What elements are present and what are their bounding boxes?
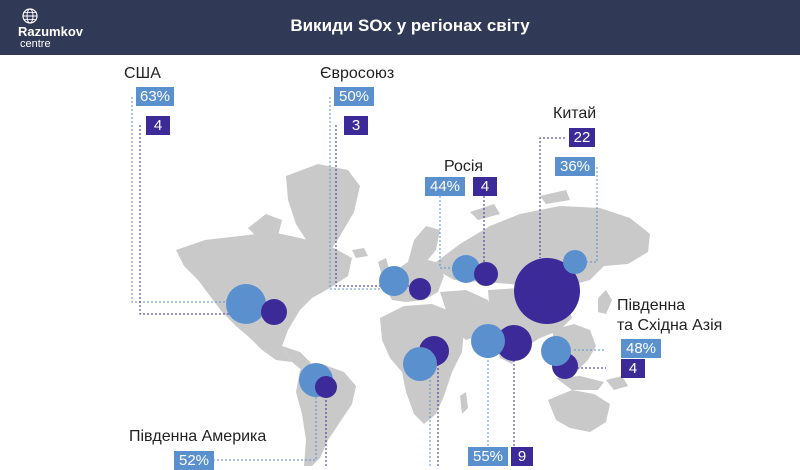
- china-value-badge: 22: [569, 128, 595, 147]
- bubble-eu-percent: [379, 266, 409, 296]
- logo-subtitle: centre: [20, 38, 51, 50]
- page-title: Викиди SOx у регіонах світу: [290, 16, 530, 35]
- logo-name: Razumkov: [18, 24, 84, 39]
- usa-label: США: [124, 65, 161, 82]
- sea-label-line2: та Східна Азія: [617, 317, 723, 334]
- bubble-south-america-value: [315, 376, 337, 398]
- china-percent-badge: 36%: [555, 157, 595, 176]
- south-america-percent-badge: 52%: [174, 451, 214, 470]
- bubble-sea-percent: [541, 336, 571, 366]
- china-label: Китай: [553, 105, 597, 122]
- bubble-usa-value: [261, 299, 287, 325]
- usa-value-badge: 4: [146, 116, 170, 135]
- bubble-russia-percent: [452, 255, 480, 283]
- russia-label: Росія: [444, 158, 484, 175]
- eu-percent-badge: 50%: [334, 87, 374, 106]
- south-asia-percent-badge: 55%: [468, 447, 508, 466]
- header-bar: Razumkov centre Викиди SOx у регіонах св…: [0, 0, 800, 55]
- russia-percent-badge: 44%: [425, 177, 465, 196]
- bubble-south-asia-value: [496, 325, 532, 361]
- bubble-eu-value: [409, 278, 431, 300]
- eu-label: Євросоюз: [320, 65, 395, 82]
- bubble-china-percent: [563, 250, 587, 274]
- russia-value-badge: 4: [473, 177, 497, 196]
- bubble-russia-value: [474, 262, 498, 286]
- south-america-label: Південна Америка: [129, 428, 267, 445]
- globe-icon: [22, 8, 38, 24]
- bubbles: [226, 250, 587, 398]
- south-asia-value-badge: 9: [511, 447, 533, 466]
- bubble-usa-percent: [226, 284, 266, 324]
- usa-percent-badge: 63%: [136, 87, 174, 106]
- sea-label-line1: Південна: [617, 297, 686, 314]
- sea-value-badge: 4: [621, 359, 645, 378]
- bubble-south-asia-percent: [471, 324, 505, 358]
- bubble-africa-percent: [403, 347, 437, 381]
- sea-percent-badge: 48%: [621, 339, 661, 358]
- bubble-china-value: [514, 258, 580, 324]
- eu-value-badge: 3: [344, 116, 368, 135]
